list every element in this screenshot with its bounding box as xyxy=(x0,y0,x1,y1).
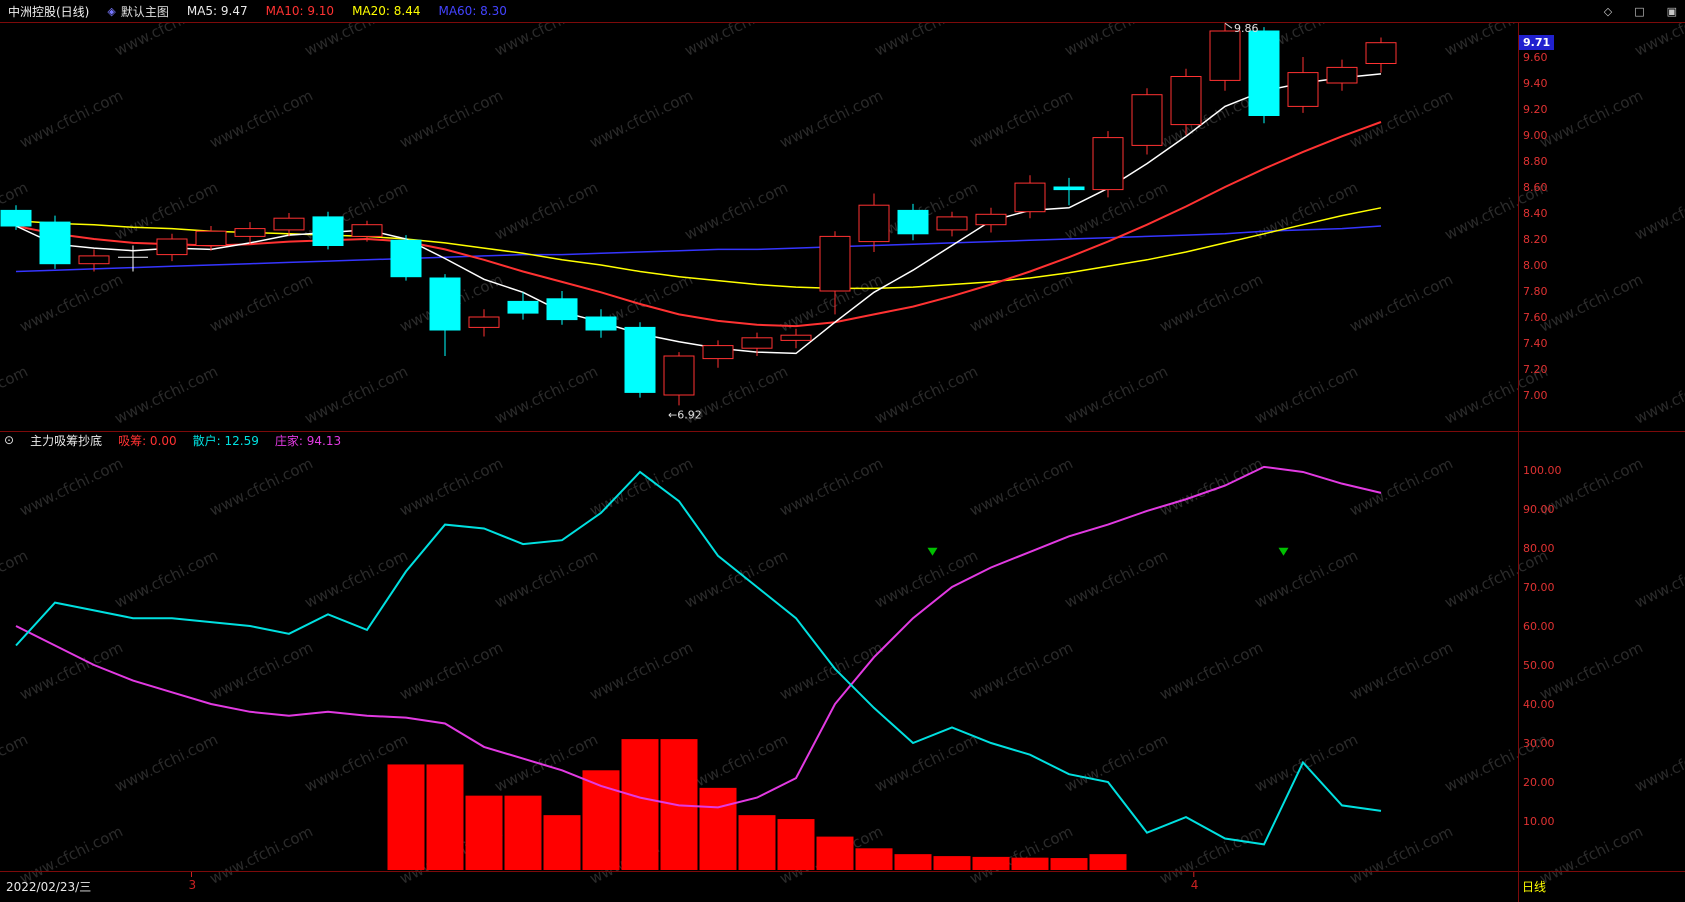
svg-text:9.86: 9.86 xyxy=(1234,22,1259,35)
chart-style-label: 默认主图 xyxy=(120,4,169,19)
indicator-lines xyxy=(15,465,1382,846)
indicator-axis-labels: 100.00 90.00 80.00 70.00 60.00 50.00 40.00 30.0… xyxy=(1523,464,1562,828)
stock-title: 中洲控股(日线) xyxy=(8,4,90,19)
indicator-name[interactable]: 主力吸筹抄底 xyxy=(30,433,103,448)
ma10-value: MA10: 9.10 xyxy=(265,4,335,18)
latest-price-tag: 9.71 xyxy=(1519,35,1555,50)
chart-style-icon: ◈ xyxy=(107,4,116,18)
svg-text:20.00: 20.00 xyxy=(1523,776,1555,789)
main-chart-toolbar: 中洲控股(日线) ◈ 默认主图 MA5: 9.47 MA10: 9.10 MA2… xyxy=(0,0,1685,22)
cascade-windows-icon[interactable]: □ xyxy=(1634,4,1645,18)
svg-text:8.40: 8.40 xyxy=(1523,207,1548,220)
svg-text:30.00: 30.00 xyxy=(1523,737,1555,750)
svg-text:40.00: 40.00 xyxy=(1523,698,1555,711)
sanhu-value: 散户: 12.59 xyxy=(192,433,259,448)
svg-text:3: 3 xyxy=(189,878,197,892)
svg-text:9.40: 9.40 xyxy=(1523,77,1548,90)
svg-text:4: 4 xyxy=(1191,878,1199,892)
price-annotations: 9.86 ←6.92 xyxy=(668,22,1259,421)
svg-text:8.20: 8.20 xyxy=(1523,233,1548,246)
svg-text:9.00: 9.00 xyxy=(1523,129,1548,142)
zhuangjia-value: 庄家: 94.13 xyxy=(274,433,342,448)
svg-text:9.20: 9.20 xyxy=(1523,103,1548,116)
svg-text:7.00: 7.00 xyxy=(1523,389,1548,402)
svg-text:8.60: 8.60 xyxy=(1523,181,1548,194)
indicator-icon: ⊙ xyxy=(4,433,15,447)
svg-text:7.60: 7.60 xyxy=(1523,311,1548,324)
chart-style-button[interactable]: ◈ 默认主图 xyxy=(107,3,168,20)
svg-text:90.00: 90.00 xyxy=(1523,503,1555,516)
svg-text:70.00: 70.00 xyxy=(1523,581,1555,594)
svg-text:7.20: 7.20 xyxy=(1523,363,1548,376)
ma20-value: MA20: 8.44 xyxy=(352,4,421,18)
diamond-icon[interactable]: ◇ xyxy=(1603,4,1613,18)
ma60-value: MA60: 8.30 xyxy=(438,4,507,18)
period-label[interactable]: 日线 xyxy=(1522,880,1547,894)
svg-text:50.00: 50.00 xyxy=(1523,659,1555,672)
indicator-header: ⊙ 主力吸筹抄底 吸筹: 0.00 散户: 12.59 庄家: 94.13 xyxy=(4,431,341,449)
svg-text:7.40: 7.40 xyxy=(1523,337,1548,350)
panel-toggle-icon[interactable]: ▣ xyxy=(1666,4,1677,18)
xichou-bars xyxy=(387,739,1127,870)
svg-text:8.80: 8.80 xyxy=(1523,155,1548,168)
svg-text:←6.92: ←6.92 xyxy=(668,408,702,421)
frame-lines xyxy=(0,22,1685,902)
svg-text:80.00: 80.00 xyxy=(1523,542,1555,555)
svg-text:8.00: 8.00 xyxy=(1523,259,1548,272)
svg-text:60.00: 60.00 xyxy=(1523,620,1555,633)
svg-text:7.80: 7.80 xyxy=(1523,285,1548,298)
candles xyxy=(0,23,1397,406)
svg-text:100.00: 100.00 xyxy=(1523,464,1562,477)
price-axis-labels: 9.60 9.40 9.20 9.00 8.80 8.60 8.40 8.20 8.00 7.80… xyxy=(1523,51,1548,402)
current-date: 2022/02/23/三 xyxy=(6,880,92,894)
xichou-value: 吸筹: 0.00 xyxy=(118,433,177,448)
timeline-bar: 2022/02/23/三 日线 xyxy=(0,872,1685,902)
svg-text:10.00: 10.00 xyxy=(1523,815,1555,828)
ma5-value: MA5: 9.47 xyxy=(186,4,248,18)
signal-markers xyxy=(927,547,1289,556)
svg-text:9.60: 9.60 xyxy=(1523,51,1548,64)
